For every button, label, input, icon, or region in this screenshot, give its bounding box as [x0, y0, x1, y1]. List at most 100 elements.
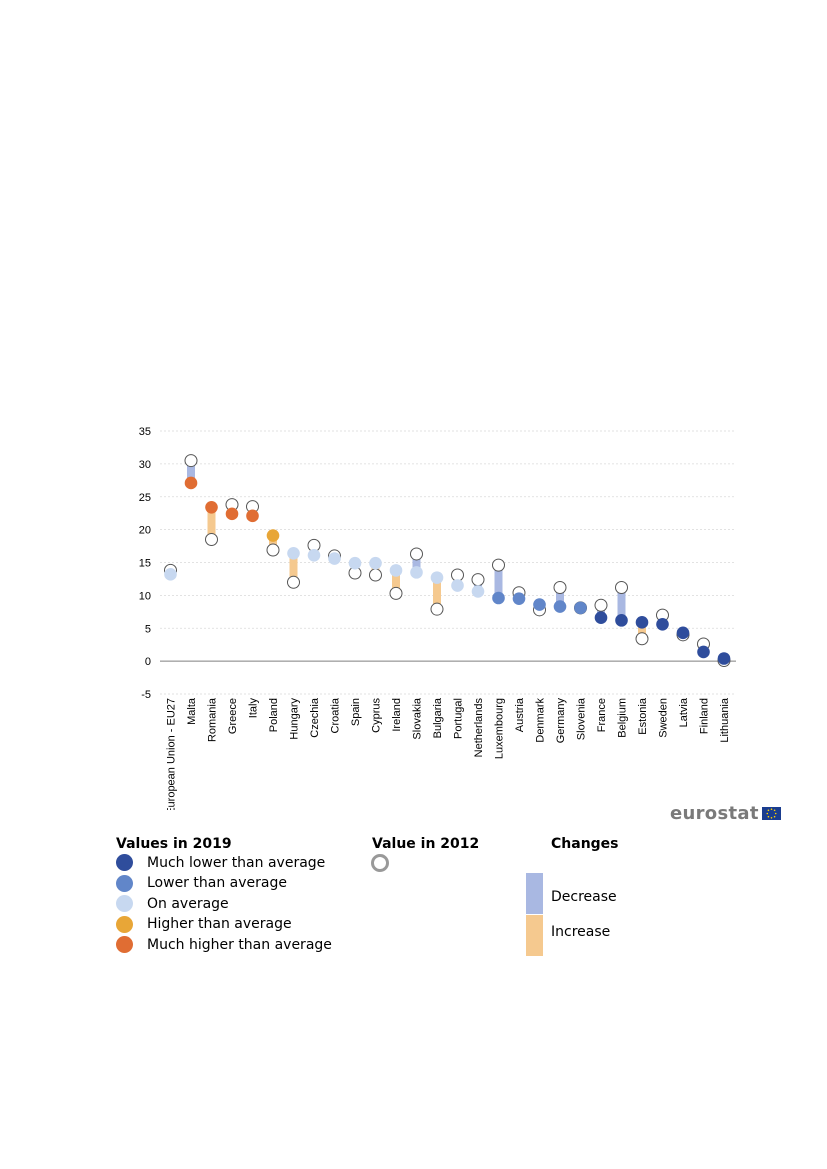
legend-2012-title: Value in 2012 [372, 836, 480, 852]
x-tick-label: Netherlands [473, 698, 485, 758]
legend-label: Much higher than average [147, 936, 332, 953]
y-axis-ticks: -5 0 5 10 15 20 25 30 35 [139, 426, 151, 701]
point-2012 [287, 575, 300, 589]
x-tick-label: Czechia [309, 697, 321, 738]
point-2012 [594, 598, 608, 612]
point-2019 [246, 509, 259, 523]
point-2019 [676, 626, 690, 640]
point-2019 [410, 566, 423, 579]
change-bar [617, 587, 626, 621]
legend-increase-label: Increase [551, 924, 611, 940]
change-bar [556, 587, 564, 607]
point-2019 [225, 507, 239, 521]
point-2012 [492, 558, 505, 572]
legend-dot [116, 915, 133, 933]
point-2019 [615, 614, 628, 627]
legend-label: On average [147, 895, 229, 912]
y-tick-label: 30 [139, 459, 151, 471]
legend-increase-swatch [526, 915, 543, 956]
change-bar [187, 460, 195, 483]
point-2019 [348, 556, 362, 570]
change-bar [392, 570, 400, 594]
x-tick-label: Ireland [391, 698, 403, 732]
y-tick-label: 15 [139, 558, 151, 570]
point-2019 [697, 645, 710, 659]
gridlines [160, 430, 736, 695]
legend-item: Higher than average [116, 915, 292, 933]
change-bar [207, 507, 216, 540]
x-tick-label: Malta [186, 697, 198, 725]
point-2012 [451, 568, 464, 582]
legend-changes-title: Changes [551, 836, 619, 852]
point-2012 [430, 602, 444, 616]
point-2019 [553, 600, 567, 613]
change-bar [269, 535, 277, 551]
point-2019 [574, 601, 587, 615]
point-2019 [369, 556, 382, 570]
legend-item: Much higher than average [116, 936, 332, 953]
x-tick-label: European Union - EU27 [166, 698, 178, 810]
y-tick-label: 20 [139, 525, 151, 537]
change-bar [412, 553, 421, 573]
x-tick-label: Bulgaria [432, 697, 444, 738]
legend-decrease-swatch [526, 873, 543, 914]
legend-item: Much lower than average [116, 854, 325, 871]
legend-item: Lower than average [116, 874, 287, 892]
point-2012 [471, 573, 485, 587]
x-tick-label: Austria [514, 697, 526, 732]
point-2019 [205, 500, 218, 514]
legend-label: Lower than average [147, 875, 287, 891]
point-2019 [328, 552, 341, 565]
y-tick-label: 25 [139, 492, 151, 504]
point-2019 [451, 579, 464, 592]
legend-2012-open-dot [371, 854, 389, 872]
change-bar [289, 553, 298, 583]
x-tick-label: Luxembourg [494, 698, 506, 759]
point-2019 [307, 548, 321, 562]
point-2012 [369, 568, 382, 582]
point-2012 [389, 586, 403, 600]
eurostat-logo: eurostat [670, 803, 781, 824]
x-tick-label: Greece [227, 698, 239, 734]
change-bars [166, 460, 728, 661]
x-tick-label: Finland [699, 698, 711, 734]
point-2012 [553, 580, 567, 594]
x-tick-label: Croatia [330, 697, 342, 733]
logo-text: eurostat [670, 803, 759, 824]
point-2019 [184, 476, 198, 490]
legend-decrease-label: Decrease [551, 889, 617, 905]
x-tick-label: Italy [248, 698, 260, 719]
change-bar [638, 622, 646, 639]
x-tick-label: Cyprus [371, 698, 383, 733]
point-2019 [471, 585, 485, 598]
x-tick-label: Belgium [617, 698, 629, 738]
point-2019 [287, 546, 300, 560]
x-tick-label: Estonia [637, 697, 649, 735]
point-2019 [430, 571, 444, 584]
x-tick-label: Hungary [289, 698, 301, 740]
point-2012 [410, 547, 423, 561]
point-2012 [205, 532, 218, 546]
point-2019 [594, 611, 608, 625]
y-tick-label: 0 [145, 656, 151, 668]
y-tick-label: 5 [145, 623, 151, 635]
point-2019 [492, 591, 505, 605]
x-tick-label: Slovenia [576, 697, 588, 740]
x-tick-label: Latvia [678, 697, 690, 727]
x-tick-label: Lithuania [719, 697, 731, 743]
y-tick-label: 10 [139, 590, 151, 602]
y-tick-label: 35 [139, 426, 151, 438]
x-tick-label: Portugal [453, 698, 465, 739]
point-2019 [635, 616, 649, 629]
legend-values-title: Values in 2019 [116, 836, 232, 852]
legend-dot [116, 895, 133, 912]
legend-dot [116, 854, 133, 871]
points-2012 [164, 454, 731, 667]
point-2012 [635, 632, 649, 646]
x-axis-labels: European Union - EU27 Malta Romania Greece I… [166, 697, 732, 810]
x-tick-label: Poland [268, 698, 280, 732]
eu-flag-icon [761, 807, 781, 820]
point-2019 [164, 568, 177, 581]
legend-dot [116, 874, 133, 892]
point-2012 [184, 454, 198, 468]
